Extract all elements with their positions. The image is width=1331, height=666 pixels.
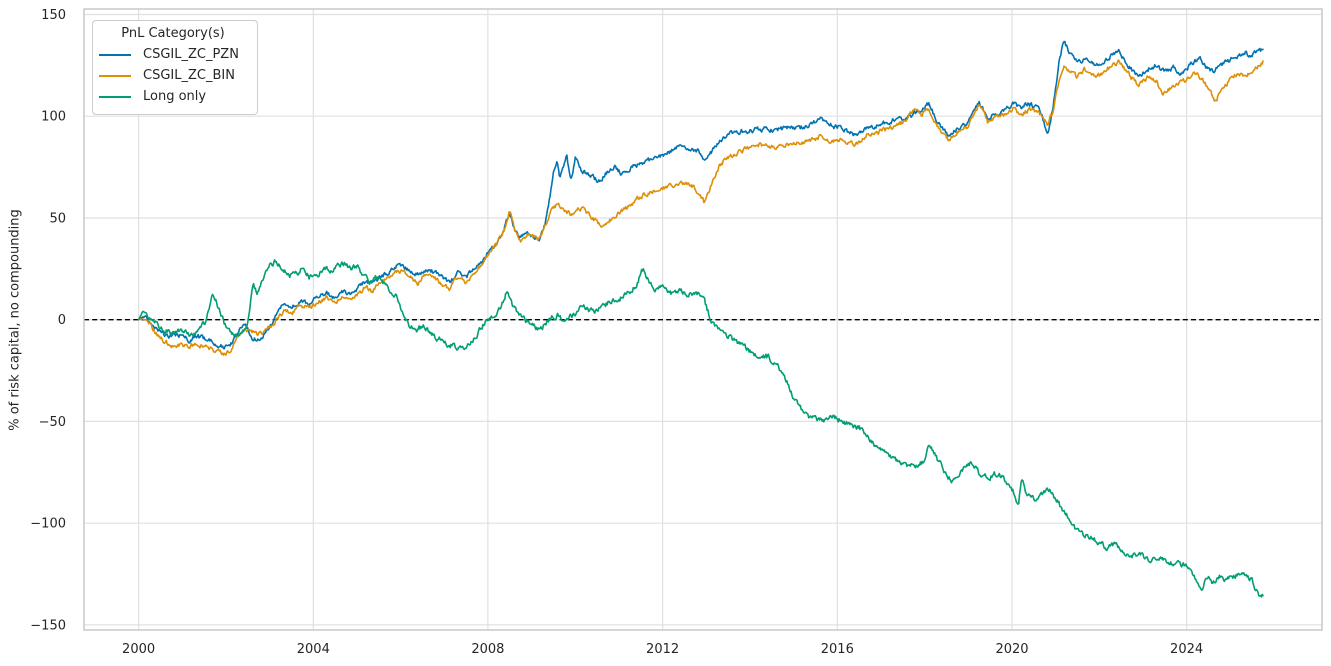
series-line-csgil-zc-pzn xyxy=(137,40,1264,350)
y-tick-label: 50 xyxy=(49,212,66,227)
legend-item-csgil-zc-pzn: CSGIL_ZC_PZN xyxy=(97,44,249,65)
legend-swatch-long-only xyxy=(99,95,131,98)
series-line-csgil-zc-bin xyxy=(137,59,1264,356)
legend-swatch-csgil-zc-pzn xyxy=(99,53,131,56)
y-tick-label: −150 xyxy=(30,618,66,633)
y-tick-label: 0 xyxy=(58,313,66,328)
x-tick-label: 2020 xyxy=(995,642,1028,657)
y-tick-label: −50 xyxy=(39,415,66,430)
x-tick-label: 2016 xyxy=(821,642,854,657)
x-tick-label: 2004 xyxy=(297,642,330,657)
legend: PnL Category(s) CSGIL_ZC_PZN CSGIL_ZC_BI… xyxy=(92,20,258,115)
legend-swatch-csgil-zc-bin xyxy=(99,74,131,77)
x-tick-label: 2008 xyxy=(471,642,504,657)
x-tick-label: 2000 xyxy=(122,642,155,657)
y-axis-label: % of risk capital, no compounding xyxy=(7,209,23,431)
plot-border xyxy=(83,8,1323,631)
legend-label-long-only: Long only xyxy=(143,89,207,104)
y-tick-label: 150 xyxy=(41,8,66,23)
x-tick-label: 2012 xyxy=(646,642,679,657)
y-tick-label: −100 xyxy=(30,517,66,532)
legend-label-csgil-zc-pzn: CSGIL_ZC_PZN xyxy=(143,47,239,62)
x-tick-label: 2024 xyxy=(1170,642,1203,657)
legend-label-csgil-zc-bin: CSGIL_ZC_BIN xyxy=(143,68,235,83)
legend-item-csgil-zc-bin: CSGIL_ZC_BIN xyxy=(97,65,249,86)
y-tick-label: 100 xyxy=(41,110,66,125)
series-line-long-only xyxy=(137,259,1264,598)
legend-title: PnL Category(s) xyxy=(121,26,225,41)
legend-item-long-only: Long only xyxy=(97,86,249,107)
